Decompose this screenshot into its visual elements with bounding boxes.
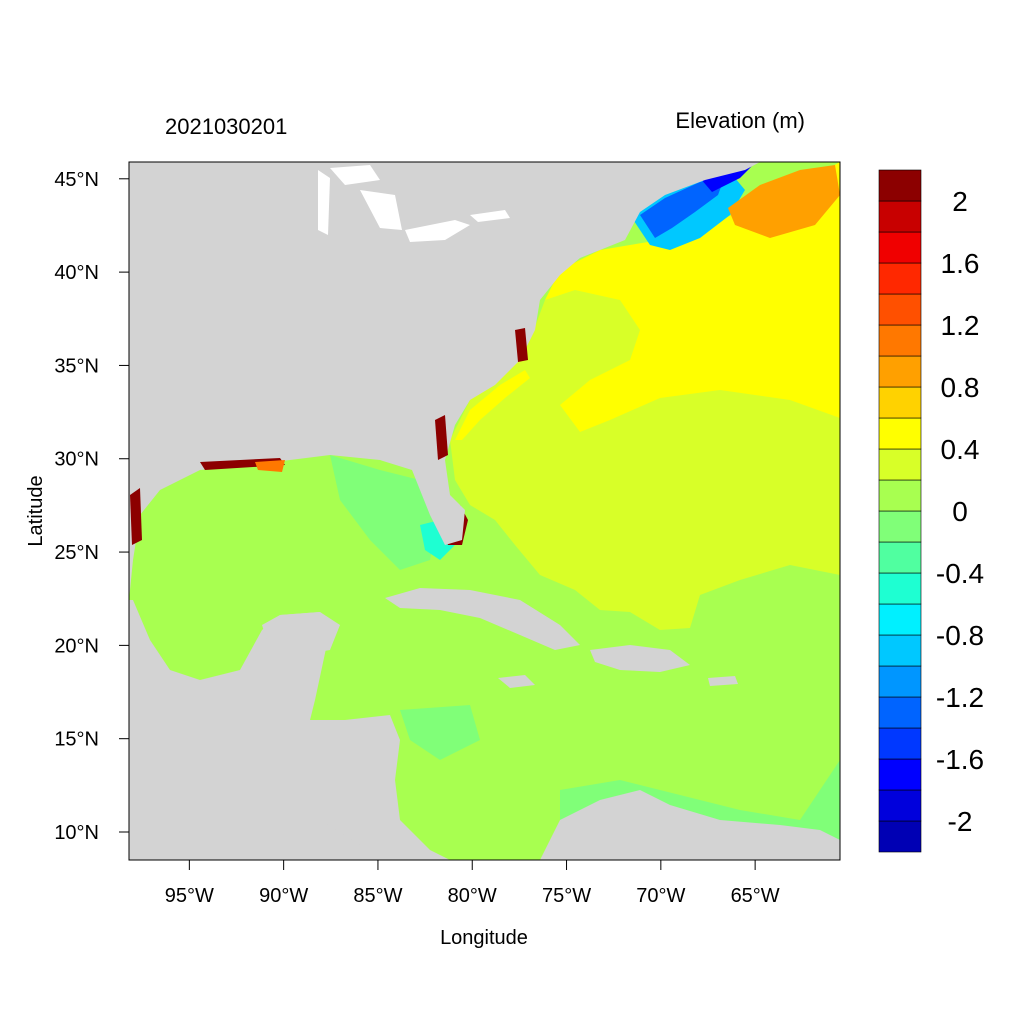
colorbar [878,169,922,853]
gulf-of-maine-lowest [700,166,752,192]
colorbar-swatch-19 [878,231,922,264]
colorbar-label-6: -0.4 [936,558,984,589]
lon-tick-label-0: 95°W [165,885,214,907]
colorbar-label-10: -2 [948,806,973,837]
colorbar-swatch-14 [878,386,922,419]
colorbar-swatch-13 [878,417,922,450]
colorbar-label-9: -1.6 [936,744,984,775]
lake-ontario [470,210,510,222]
louisiana-coast-high [200,458,285,470]
lat-tick-label-0: 45°N [54,169,99,191]
colorbar-swatch-1 [878,789,922,822]
coastal-flooding-marks [130,328,528,545]
hispaniola-land [590,645,690,672]
yucatan-land [262,612,340,655]
lon-tick-label-6: 65°W [731,885,780,907]
lon-tick-label-1: 90°W [259,885,308,907]
colorbar-swatch-17 [878,293,922,326]
texas-coast-high [130,488,142,545]
colorbar-swatch-15 [878,355,922,388]
lake-erie [405,220,470,242]
plot-frame [128,161,841,861]
lon-tick-label-5: 70°W [636,885,685,907]
colorbar-swatch-5 [878,665,922,698]
longitude-axis: 95°W 90°W 85°W 80°W 75°W 70°W 65°W [165,860,780,907]
georgia-coast-high [435,415,448,460]
lon-tick-label-4: 75°W [542,885,591,907]
colorbar-label-4: 0.4 [941,434,980,465]
colorbar-label-0: 2 [952,186,968,217]
colorbar-swatch-3 [878,727,922,760]
north-america-land [129,162,760,600]
colorbar-swatch-0 [878,820,922,853]
colorbar-swatch-18 [878,262,922,295]
eastern-gulf-low [330,455,440,570]
colorbar-label-2: 1.2 [941,310,980,341]
lat-tick-label-3: 30°N [54,449,99,471]
lake-superior [330,165,380,185]
jamaica-land [498,675,535,688]
scotian-shelf-high [728,165,840,238]
lake-michigan [318,170,330,235]
lat-tick-label-5: 20°N [54,635,99,657]
latitude-axis: 45°N 40°N 35°N 30°N 25°N 20°N 15°N 10°N [54,169,129,844]
lat-tick-label-2: 35°N [54,355,99,377]
colorbar-swatch-10 [878,510,922,543]
colorbar-labels: 2 1.6 1.2 0.8 0.4 0 -0.4 -0.8 -1.2 -1.6 -2 [936,186,984,837]
colorbar-swatch-7 [878,603,922,636]
colorbar-swatch-16 [878,324,922,357]
lon-tick-label-3: 80°W [448,885,497,907]
colorbar-label-3: 0.8 [941,372,980,403]
land [129,162,840,860]
lat-tick-label-7: 10°N [54,822,99,844]
lake-huron [360,190,402,230]
lat-tick-label-4: 25°N [54,542,99,564]
caribbean-shelf-low [400,705,480,760]
colorbar-swatch-12 [878,448,922,481]
map-plot-area [129,162,840,860]
lon-tick-label-2: 85°W [353,885,402,907]
south-america-land [540,790,840,860]
colorbar-swatch-2 [878,758,922,791]
colorbar-label-7: -0.8 [936,620,984,651]
colorbar-label-8: -1.2 [936,682,984,713]
colorbar-swatch-21 [878,169,922,202]
lat-tick-label-1: 40°N [54,262,99,284]
central-america-land [129,720,380,860]
colorbar-swatch-4 [878,696,922,729]
colorbar-label-5: 0 [952,496,968,527]
y-axis-title: Latitude [25,475,47,546]
variable-label: Elevation (m) [675,108,805,133]
mississippi-delta-high [255,460,285,472]
coastal-high-band [455,370,530,440]
date-label: 2021030201 [165,114,287,139]
gulf-of-maine-lower [640,176,725,238]
colorbar-swatch-6 [878,634,922,667]
colorbar-swatch-9 [878,541,922,574]
carolina-coast-high [515,328,528,362]
puerto-rico-land [708,676,738,686]
x-axis-title: Longitude [440,927,528,949]
colorbar-label-1: 1.6 [941,248,980,279]
cuba-land [385,588,580,650]
colorbar-swatch-8 [878,572,922,605]
lat-tick-label-6: 15°N [54,729,99,751]
great-lakes [318,165,510,242]
florida-bay-low [420,520,455,560]
colorbar-swatch-20 [878,200,922,233]
colorbar-swatch-11 [878,479,922,512]
